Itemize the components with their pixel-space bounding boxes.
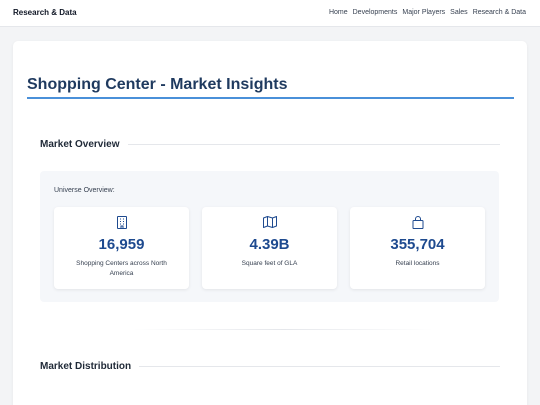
- stat-value: 4.39B: [249, 236, 290, 253]
- top-navbar: Research & Data Home Developments Major …: [0, 0, 540, 27]
- section-title: Market Distribution: [40, 361, 132, 372]
- stat-description: Square feet of GLA: [241, 260, 298, 267]
- shopping-bag-icon: [350, 216, 485, 230]
- nav-link-major-players[interactable]: Major Players: [402, 9, 446, 16]
- market-overview-heading: Market Overview: [40, 139, 500, 150]
- stat-card-shopping-centers: 16,959 Shopping Centers across North Ame…: [54, 207, 189, 289]
- section-divider: [127, 144, 500, 145]
- section-divider: [139, 366, 500, 367]
- nav-link-sales[interactable]: Sales: [450, 9, 468, 16]
- nav-link-developments[interactable]: Developments: [352, 9, 398, 16]
- nav-links: Home Developments Major Players Sales Re…: [329, 9, 526, 16]
- universe-overview-panel: Universe Overview: 16,959 Shopping Cente…: [40, 171, 499, 302]
- panel-label: Universe Overview:: [54, 187, 115, 194]
- title-underline: [27, 97, 514, 99]
- main-content-card: Shopping Center - Market Insights Market…: [13, 41, 527, 405]
- page-title: Shopping Center - Market Insights: [27, 76, 288, 93]
- stat-card-gla: 4.39B Square feet of GLA: [202, 207, 337, 289]
- stat-description: Retail locations: [395, 260, 440, 267]
- stat-value: 16,959: [98, 236, 145, 253]
- stat-card-retail-locations: 355,704 Retail locations: [350, 207, 485, 289]
- nav-link-home[interactable]: Home: [328, 9, 348, 16]
- building-icon: [54, 216, 189, 230]
- brand-logo-text[interactable]: Research & Data: [13, 8, 77, 17]
- section-separator: [133, 329, 433, 330]
- nav-link-research-data[interactable]: Research & Data: [472, 9, 526, 16]
- stat-description: Shopping Centers across North America: [76, 260, 167, 277]
- section-title: Market Overview: [40, 139, 120, 150]
- stat-value: 355,704: [390, 236, 445, 253]
- market-distribution-heading: Market Distribution: [40, 361, 500, 372]
- map-icon: [202, 216, 337, 230]
